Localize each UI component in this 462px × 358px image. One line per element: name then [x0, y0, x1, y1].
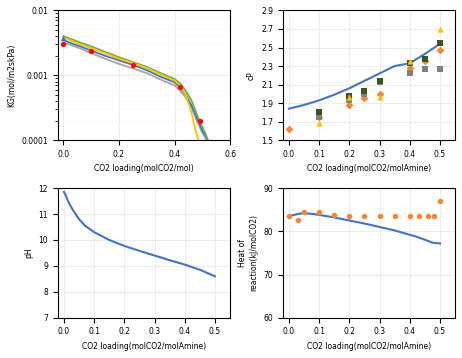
Point: [406, 59, 413, 64]
Point: [316, 114, 323, 120]
Point: [421, 59, 429, 64]
Point: [346, 94, 353, 100]
Point: [415, 213, 422, 219]
Point: [361, 88, 368, 94]
Point: [300, 209, 308, 215]
Point: [436, 198, 444, 204]
Point: [346, 97, 353, 103]
Point: [430, 213, 438, 219]
Point: [406, 71, 413, 76]
Point: [421, 66, 429, 72]
Y-axis label: pH: pH: [24, 248, 33, 258]
Point: [196, 118, 203, 124]
Point: [346, 102, 353, 108]
Point: [361, 91, 368, 97]
Point: [376, 213, 383, 219]
Point: [316, 114, 323, 120]
Point: [436, 40, 444, 46]
Point: [406, 213, 413, 219]
X-axis label: CO2 loading(molCO2/molAmine): CO2 loading(molCO2/molAmine): [307, 342, 431, 351]
Point: [60, 42, 67, 47]
Y-axis label: Heat of
reaction(kJ/molCO2): Heat of reaction(kJ/molCO2): [238, 214, 258, 291]
Point: [346, 93, 353, 98]
Point: [406, 65, 413, 71]
Point: [285, 213, 292, 219]
Point: [436, 66, 444, 72]
Y-axis label: KG(mol/m2skPa): KG(mol/m2skPa): [7, 44, 16, 107]
Point: [346, 213, 353, 219]
Point: [406, 61, 413, 66]
Point: [60, 35, 67, 40]
Point: [391, 213, 398, 219]
X-axis label: CO2 loading(molCO2/molAmine): CO2 loading(molCO2/molAmine): [82, 342, 206, 351]
Point: [330, 212, 338, 218]
Point: [376, 78, 383, 84]
Point: [87, 48, 95, 53]
X-axis label: CO2 loading(molCO2/mol): CO2 loading(molCO2/mol): [94, 164, 194, 173]
X-axis label: CO2 loading(molCO2/molAmine): CO2 loading(molCO2/molAmine): [307, 164, 431, 173]
Point: [436, 26, 444, 32]
Point: [376, 79, 383, 84]
Point: [316, 110, 323, 115]
Point: [361, 96, 368, 101]
Point: [346, 94, 353, 100]
Point: [361, 213, 368, 219]
Point: [285, 126, 292, 132]
Point: [436, 47, 444, 53]
Point: [176, 84, 184, 90]
Y-axis label: cP: cP: [247, 71, 255, 80]
Point: [294, 218, 302, 223]
Point: [424, 213, 432, 219]
Point: [376, 94, 383, 100]
Point: [316, 209, 323, 215]
Point: [316, 121, 323, 126]
Point: [421, 56, 429, 62]
Point: [129, 62, 137, 68]
Point: [376, 91, 383, 97]
